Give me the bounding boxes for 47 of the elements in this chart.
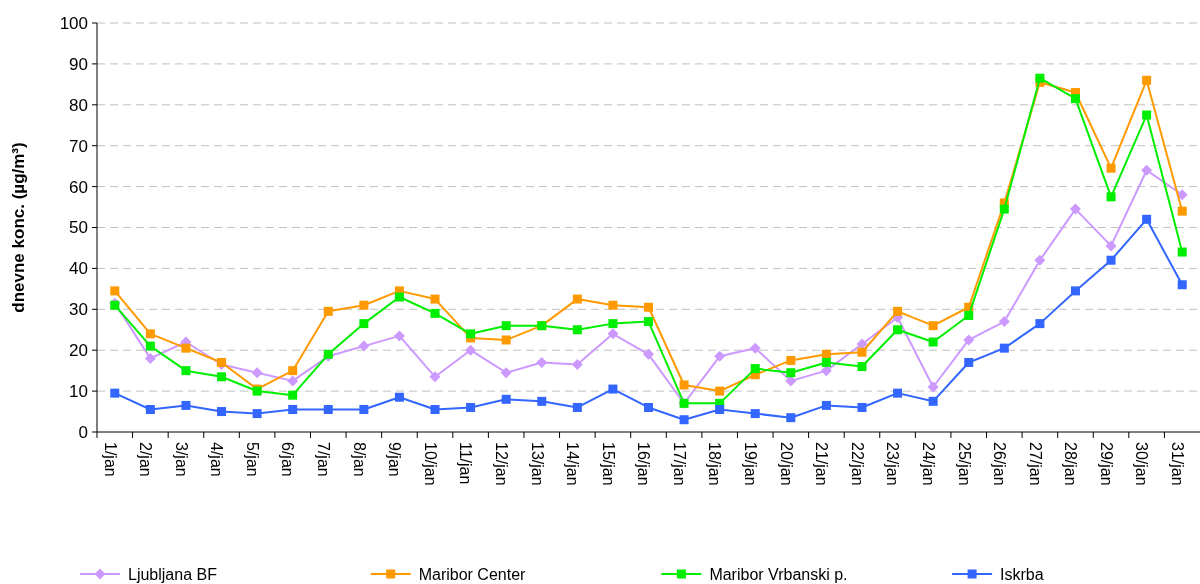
y-tick-label: 50 [69, 218, 88, 238]
x-tick-label: 18/jan [706, 442, 724, 486]
x-tick-label: 31/jan [1168, 442, 1186, 486]
y-tick-label: 0 [78, 422, 88, 442]
x-tick-label: 8/jan [350, 442, 368, 477]
x-tick-label: 10/jan [421, 442, 439, 486]
legend-label: Maribor Center [418, 565, 527, 583]
x-tick-label: 14/jan [564, 442, 582, 486]
x-tick-label: 22/jan [848, 442, 866, 486]
x-tick-label: 11/jan [457, 442, 475, 485]
y-tick-label: 40 [69, 259, 88, 279]
y-tick-label: 100 [59, 13, 88, 33]
x-tick-label: 2/jan [137, 442, 155, 477]
x-tick-label: 25/jan [955, 442, 973, 486]
x-tick-label: 26/jan [991, 442, 1009, 486]
x-tick-label: 1/jan [101, 442, 119, 477]
x-tick-label: 29/jan [1097, 442, 1115, 486]
y-tick-label: 60 [69, 177, 88, 197]
x-tick-label: 9/jan [386, 442, 404, 477]
x-tick-label: 12/jan [492, 442, 510, 486]
y-tick-label: 90 [69, 54, 88, 74]
x-tick-label: 28/jan [1062, 442, 1080, 486]
legend-label: Maribor Vrbanski p. [709, 565, 848, 583]
x-tick-label: 16/jan [635, 442, 653, 486]
x-tick-label: 7/jan [315, 442, 333, 477]
legend-label: Ljubljana BF [128, 565, 218, 583]
x-tick-label: 17/jan [670, 442, 688, 486]
x-tick-label: 24/jan [919, 442, 937, 486]
y-tick-label: 80 [69, 95, 88, 115]
legend-label: Iskrba [1000, 565, 1044, 583]
x-tick-label: 13/jan [528, 442, 546, 486]
x-tick-label: 19/jan [742, 442, 760, 486]
x-tick-label: 23/jan [884, 442, 902, 486]
x-tick-label: 6/jan [279, 442, 297, 477]
x-tick-label: 30/jan [1133, 442, 1151, 486]
y-tick-label: 20 [69, 341, 88, 361]
x-tick-label: 3/jan [172, 442, 190, 477]
x-tick-label: 5/jan [243, 442, 261, 477]
x-tick-label: 27/jan [1026, 442, 1044, 486]
y-tick-label: 70 [69, 136, 88, 156]
x-tick-label: 21/jan [813, 442, 831, 486]
y-tick-label: 30 [69, 300, 88, 320]
y-tick-label: 10 [69, 382, 88, 402]
x-tick-label: 4/jan [208, 442, 226, 477]
y-axis-title: dnevne konc. (µg/m³) [9, 142, 28, 313]
x-tick-label: 20/jan [777, 442, 795, 486]
x-tick-label: 15/jan [599, 442, 617, 486]
